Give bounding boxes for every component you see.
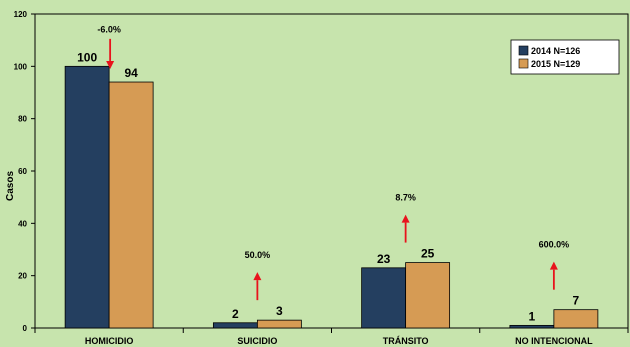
data-label: 7: [573, 294, 580, 308]
y-axis-label: Casos: [5, 171, 16, 201]
change-arrow-head: [401, 214, 410, 223]
y-tick-label: 120: [14, 10, 28, 19]
data-label: 94: [124, 66, 138, 80]
y-tick-label: 100: [14, 62, 28, 71]
bar: [212, 322, 258, 329]
bar: [361, 267, 407, 329]
legend-label-2014: 2014 N=126: [531, 46, 580, 56]
legend-swatch-2014: [518, 45, 529, 56]
y-tick-label: 0: [23, 324, 28, 333]
change-percent-label: -6.0%: [97, 24, 121, 34]
legend: 2014 N=126 2015 N=129: [510, 39, 620, 75]
change-arrow-head: [106, 60, 115, 69]
data-label: 23: [377, 252, 391, 266]
x-tick-label: TRÁNSITO: [383, 336, 429, 346]
change-arrow-head: [549, 261, 558, 270]
y-tick-label: 60: [18, 167, 27, 176]
y-tick-label: 20: [18, 272, 27, 281]
change-arrow-head: [253, 272, 262, 281]
data-label: 1: [529, 309, 536, 323]
x-tick-label: SUICIDIO: [237, 336, 277, 346]
plot-area: 0 20 40 60 80 100 120 HOMICIDIO 100 94 -6.0% SUICID…: [14, 10, 629, 346]
data-label: 100: [77, 50, 97, 64]
legend-box: [510, 39, 620, 75]
bar: [108, 81, 154, 329]
y-tick-label: 40: [18, 219, 27, 228]
bar: [509, 324, 555, 329]
data-label: 2: [232, 307, 239, 321]
y-tick-label: 80: [18, 115, 27, 124]
bar: [64, 65, 110, 329]
bar: [256, 319, 302, 329]
change-percent-label: 50.0%: [245, 250, 271, 260]
x-tick-label: HOMICIDIO: [85, 336, 134, 346]
data-label: 3: [276, 304, 283, 318]
legend-swatch-2015: [518, 58, 529, 69]
bar: [553, 309, 599, 329]
bar: [405, 262, 451, 329]
legend-label-2015: 2015 N=129: [531, 59, 580, 69]
x-tick-label: NO INTENCIONAL: [515, 336, 593, 346]
data-label: 25: [421, 247, 435, 261]
y-axis-label-group: Casos: [5, 171, 16, 201]
change-percent-label: 8.7%: [395, 193, 416, 203]
change-percent-label: 600.0%: [539, 240, 570, 250]
